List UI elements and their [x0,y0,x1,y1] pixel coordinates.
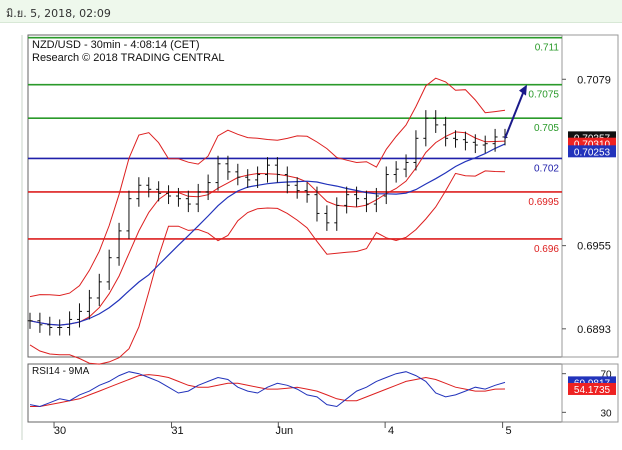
price-tag-label-2: 0.70253 [574,147,611,158]
x-tick-label-2: Jun [275,425,293,437]
rsi-panel-frame [27,363,563,423]
datetime-text: มิ.ย. 5, 2018, 02:09 [6,7,111,20]
chart-title: NZD/USD - 30min - 4:08:14 (CET) [32,39,199,51]
rsi-line [29,371,506,408]
price-tag-bg-2 [568,145,616,158]
rsi-tick-label-1: 30 [600,408,612,419]
rsi-tick-label-0: 70 [600,370,612,381]
rsi-lines: 703060.981754.1735 [29,370,616,419]
price-axis-panel [561,34,619,358]
level-label-3: 0.702 [534,163,559,174]
price-panel-frame [27,34,563,358]
rsi-ma-line [30,374,506,407]
forecast-arrow-head [519,84,527,96]
level-label-1: 0.7075 [528,90,559,101]
y-tick-label-1: 0.6955 [577,241,611,253]
rsi-tag-label-1: 54.1735 [574,385,611,396]
upper-band [29,77,506,298]
level-label-2: 0.705 [534,123,559,134]
chart-subtitle: Research © 2018 TRADING CENTRAL [32,52,225,64]
forecast-arrow [504,84,527,139]
date-bar: มิ.ย. 5, 2018, 02:09 [0,0,622,23]
x-tick-label-1: 31 [171,425,183,437]
rsi-title: RSI14 - 9MA [32,366,90,377]
support-resistance-levels: 0.711 0.7075 0.705 0.702 0.6995 0.696 [28,36,562,255]
level-label-4: 0.6995 [528,197,559,208]
forecast-arrow-shaft [504,90,525,139]
moving-average [29,143,506,326]
level-label-0: 0.711 [535,43,560,54]
level-label-5: 0.696 [534,244,559,255]
rsi-tag-bg-1 [568,382,616,395]
x-tick-label-4: 5 [506,425,512,437]
price-candles [27,110,508,336]
price-axis-ticks: 0.7079 0.6955 0.6893 [562,74,611,336]
x-tick-label-3: 4 [388,425,394,437]
y-tick-label-0: 0.7079 [577,74,611,86]
lower-band [29,170,506,365]
y-tick-label-2: 0.6893 [577,324,611,336]
price-tag-label-1: 0.70310 [574,140,611,151]
time-axis: 30 31 Jun 4 5 [53,422,512,437]
x-tick-label-0: 30 [54,425,66,437]
